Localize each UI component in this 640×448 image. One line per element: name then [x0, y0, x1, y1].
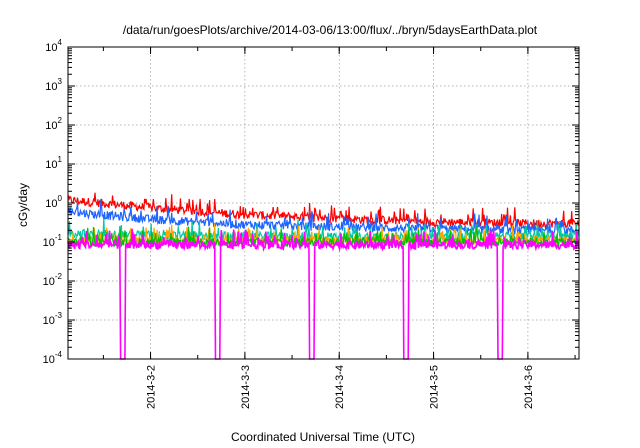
y-tick-label: 10-2 [43, 272, 63, 288]
y-tick-label: 100 [45, 194, 62, 210]
series-line [67, 192, 580, 230]
y-tick-label: 102 [45, 116, 62, 132]
x-axis: 2014-3-2 2014-3-3 2014-3-4 2014-3-5 2014-3-6 [102, 47, 576, 409]
series-lines [67, 192, 580, 360]
x-tick-label: 2014-3-6 [523, 365, 535, 409]
y-axis: 10-4 10-3 10-2 10-1 100 101 102 103 104 [43, 38, 579, 366]
series-line [67, 228, 580, 360]
x-tick-label: 2014-3-3 [240, 365, 252, 409]
series-line [67, 226, 580, 249]
chart-title: /data/run/goesPlots/archive/2014-03-06/1… [123, 23, 538, 37]
y-tick-label: 10-4 [43, 350, 63, 366]
x-tick-label: 2014-3-2 [146, 365, 158, 409]
y-tick-label: 104 [45, 38, 62, 54]
x-tick-label: 2014-3-5 [429, 365, 441, 409]
y-tick-label: 101 [45, 155, 62, 171]
x-tick-label: 2014-3-4 [334, 365, 346, 409]
x-axis-label: Coordinated Universal Time (UTC) [231, 430, 415, 444]
y-axis-label: cGy/day [16, 183, 30, 227]
y-tick-label: 10-3 [43, 311, 63, 327]
y-tick-label: 103 [45, 77, 62, 93]
y-tick-label: 10-1 [43, 233, 63, 249]
